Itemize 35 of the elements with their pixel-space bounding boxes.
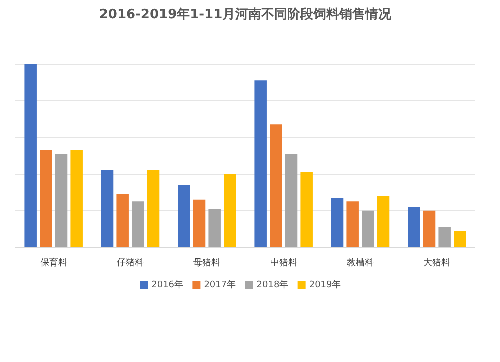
x-tick-label: 教槽料 [347, 258, 374, 268]
bar [178, 185, 190, 248]
bar [116, 194, 129, 248]
bar [408, 207, 420, 248]
bar [254, 80, 267, 248]
bar [208, 209, 221, 248]
bar [454, 231, 466, 248]
bar [377, 196, 390, 248]
bar [423, 210, 436, 248]
bar [24, 64, 37, 248]
bar [101, 170, 114, 248]
legend-label: 2016年 [152, 280, 184, 290]
x-tick-label: 中猪料 [270, 258, 298, 268]
bar [438, 227, 451, 248]
legend-label: 2019年 [309, 280, 342, 290]
bar [70, 150, 83, 248]
x-tick-label: 保育料 [40, 258, 68, 268]
bar [285, 154, 298, 248]
bar [300, 172, 313, 248]
bar [362, 210, 374, 248]
bar [40, 150, 52, 248]
bar [346, 202, 359, 248]
chart-title: 2016-2019年1-11月河南不同阶段饲料销售情况 [99, 8, 393, 22]
bar [270, 124, 282, 248]
bar [331, 198, 344, 248]
bar [224, 174, 236, 248]
bar [132, 202, 144, 248]
bar [55, 154, 68, 248]
x-tick-label: 大猪料 [424, 258, 451, 268]
legend-label: 2017年 [204, 280, 236, 290]
bar [193, 200, 206, 248]
bar [147, 170, 160, 248]
x-tick-label: 母猪料 [194, 258, 221, 268]
x-tick-label: 仔猪料 [117, 258, 144, 268]
legend-label: 2018年 [256, 280, 289, 290]
